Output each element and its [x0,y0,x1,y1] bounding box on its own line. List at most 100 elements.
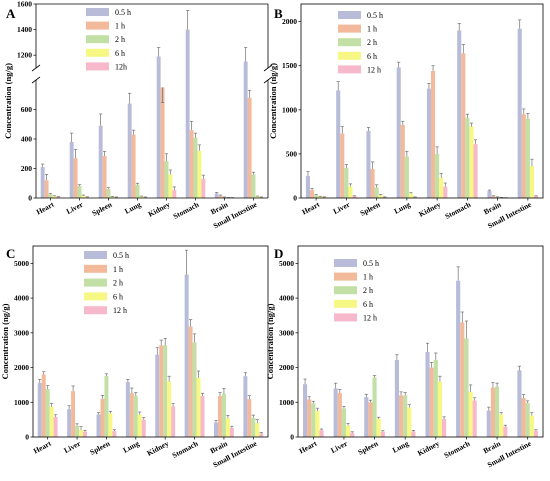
bar-2-h-spleen [374,187,379,198]
bar-2-h-spleen [104,375,109,437]
legend-swatch-0-5-h [86,8,109,16]
bar-1-h-brain [490,387,495,437]
bar-1-h-kidney [160,87,165,199]
bar-6-h-small-intestine [529,166,534,198]
bar-2-h-heart [311,403,316,437]
bar-0-5-h-heart [40,167,45,198]
bar-1-h-kidney [159,345,164,437]
panel-d: D 0 1000 2000 3000 4000 5000 Heart Liver Spleen Lu… [265,245,544,469]
bar-1-h-liver [73,158,78,198]
bar-0-5-h-heart [305,175,310,198]
bar-12-h-brain [229,427,234,437]
bar-0-5-h-lung [396,67,401,199]
bar-6-h-small-intestine [255,423,260,437]
bar-6-h-spleen [378,195,383,198]
bar-2-h-brain [495,197,500,198]
y-tick-label: 4000 [279,294,294,303]
bar-2-h-brain [495,386,500,437]
x-tick-label-kidney: Kidney [416,439,441,458]
bar-0-5-h-small-intestine [517,370,522,437]
legend-label: 6 h [363,300,373,309]
bar-0-5-h-spleen [366,130,371,198]
bar-12-h-lung [411,431,416,437]
x-tick-label-spleen: Spleen [90,199,114,217]
x-tick-label-heart: Heart [35,200,56,217]
x-tick-label-spleen: Spleen [359,199,383,217]
legend-label: 0.5 h [113,251,129,260]
bar-0-5-h-brain [486,410,491,437]
y-tick-label: 1500 [282,61,297,70]
bar-6-h-spleen [108,413,113,437]
bar-0-5-h-spleen [98,125,103,198]
legend-swatch-2-h [86,35,109,44]
legend-label: 1 h [363,273,373,282]
bar-0-5-h-liver [67,409,72,437]
bar-12-h-heart [322,197,327,198]
x-tick-label-liver: Liver [62,439,82,455]
y-axis-label: Concentration (ng/g) [268,63,278,139]
x-tick-label-lung: Lung [392,200,412,216]
panel-a: A 0 200 400 600 1200 1400 1600 Heart Liver Spleen L… [3,0,273,230]
y-tick-label: 0 [28,194,32,203]
bar-12-h-kidney [443,186,448,198]
legend-label: 2 h [363,286,373,295]
bar-2-h-spleen [372,377,377,437]
bar-2-h-lung [133,396,138,437]
legend-label: 12 h [367,65,381,74]
x-tick-label-brain: Brain [482,199,503,216]
bar-12-h-heart [53,416,58,437]
bar-6-h-brain [499,414,504,437]
legend-swatch-1-h [338,24,361,33]
y-tick-label: 500 [286,149,298,158]
bar-12-h-spleen [380,431,385,437]
bar-1-h-brain [491,196,496,198]
bar-12-h-liver [83,431,87,437]
bar-6-h-spleen [110,196,115,198]
bar-0-5-h-brain [214,193,219,198]
bar-12-h-stomach [200,396,205,437]
bar-0-5-h-kidney [156,56,161,199]
bar-2-h-liver [77,186,82,198]
bar-1-h-liver [340,133,345,198]
legend-swatch-1-h [84,264,107,273]
bar-0-5-h-brain [214,422,218,437]
legend-label: 6 h [115,49,125,58]
y-axis-label: Concentration (ng/g) [3,63,13,139]
bar-6-h-heart [315,410,320,437]
y-tick-label: 600 [21,105,33,114]
bar-6-h-kidney [167,381,172,437]
bar-2-h-lung [404,156,409,198]
bar-2-h-lung [135,184,140,198]
bar-0-5-h-small-intestine [243,61,248,198]
y-tick-label: 4000 [14,294,29,303]
x-tick-label-brain: Brain [482,438,503,455]
bar-1-h-heart [44,180,49,198]
plot-frame [32,245,269,438]
x-tick-label-kidney: Kidney [147,200,172,219]
bar-2-h-kidney [164,161,169,199]
legend-label: 0.5 h [367,11,383,20]
bar-6-h-stomach [468,391,473,437]
bar-2-h-stomach [193,137,198,198]
bar-12-h-stomach [473,144,478,198]
bar-6-h-lung [139,196,144,198]
legend-swatch-1-h [86,21,109,30]
bar-0-5-h-liver [333,388,338,437]
y-tick-label: 1200 [17,51,32,60]
y-axis-label: Concentration (ng/g) [0,303,10,379]
bar-0-5-h-stomach [456,280,461,437]
y-tick-label: 1400 [17,25,32,34]
bar-6-h-brain [225,418,230,437]
legend-label: 6 h [113,292,123,301]
bar-1-h-small-intestine [521,398,526,437]
bar-0-5-h-brain [487,190,492,198]
y-tick-label: 1000 [14,398,29,407]
bar-6-h-lung [408,193,413,198]
bar-6-h-small-intestine [255,196,260,198]
x-tick-label-liver: Liver [329,439,349,455]
bar-12-h-spleen [112,431,117,437]
bar-12-h-kidney [442,418,447,437]
bar-1-h-small-intestine [521,114,526,198]
plot-frame [297,245,544,438]
bar-1-h-brain [218,195,223,198]
